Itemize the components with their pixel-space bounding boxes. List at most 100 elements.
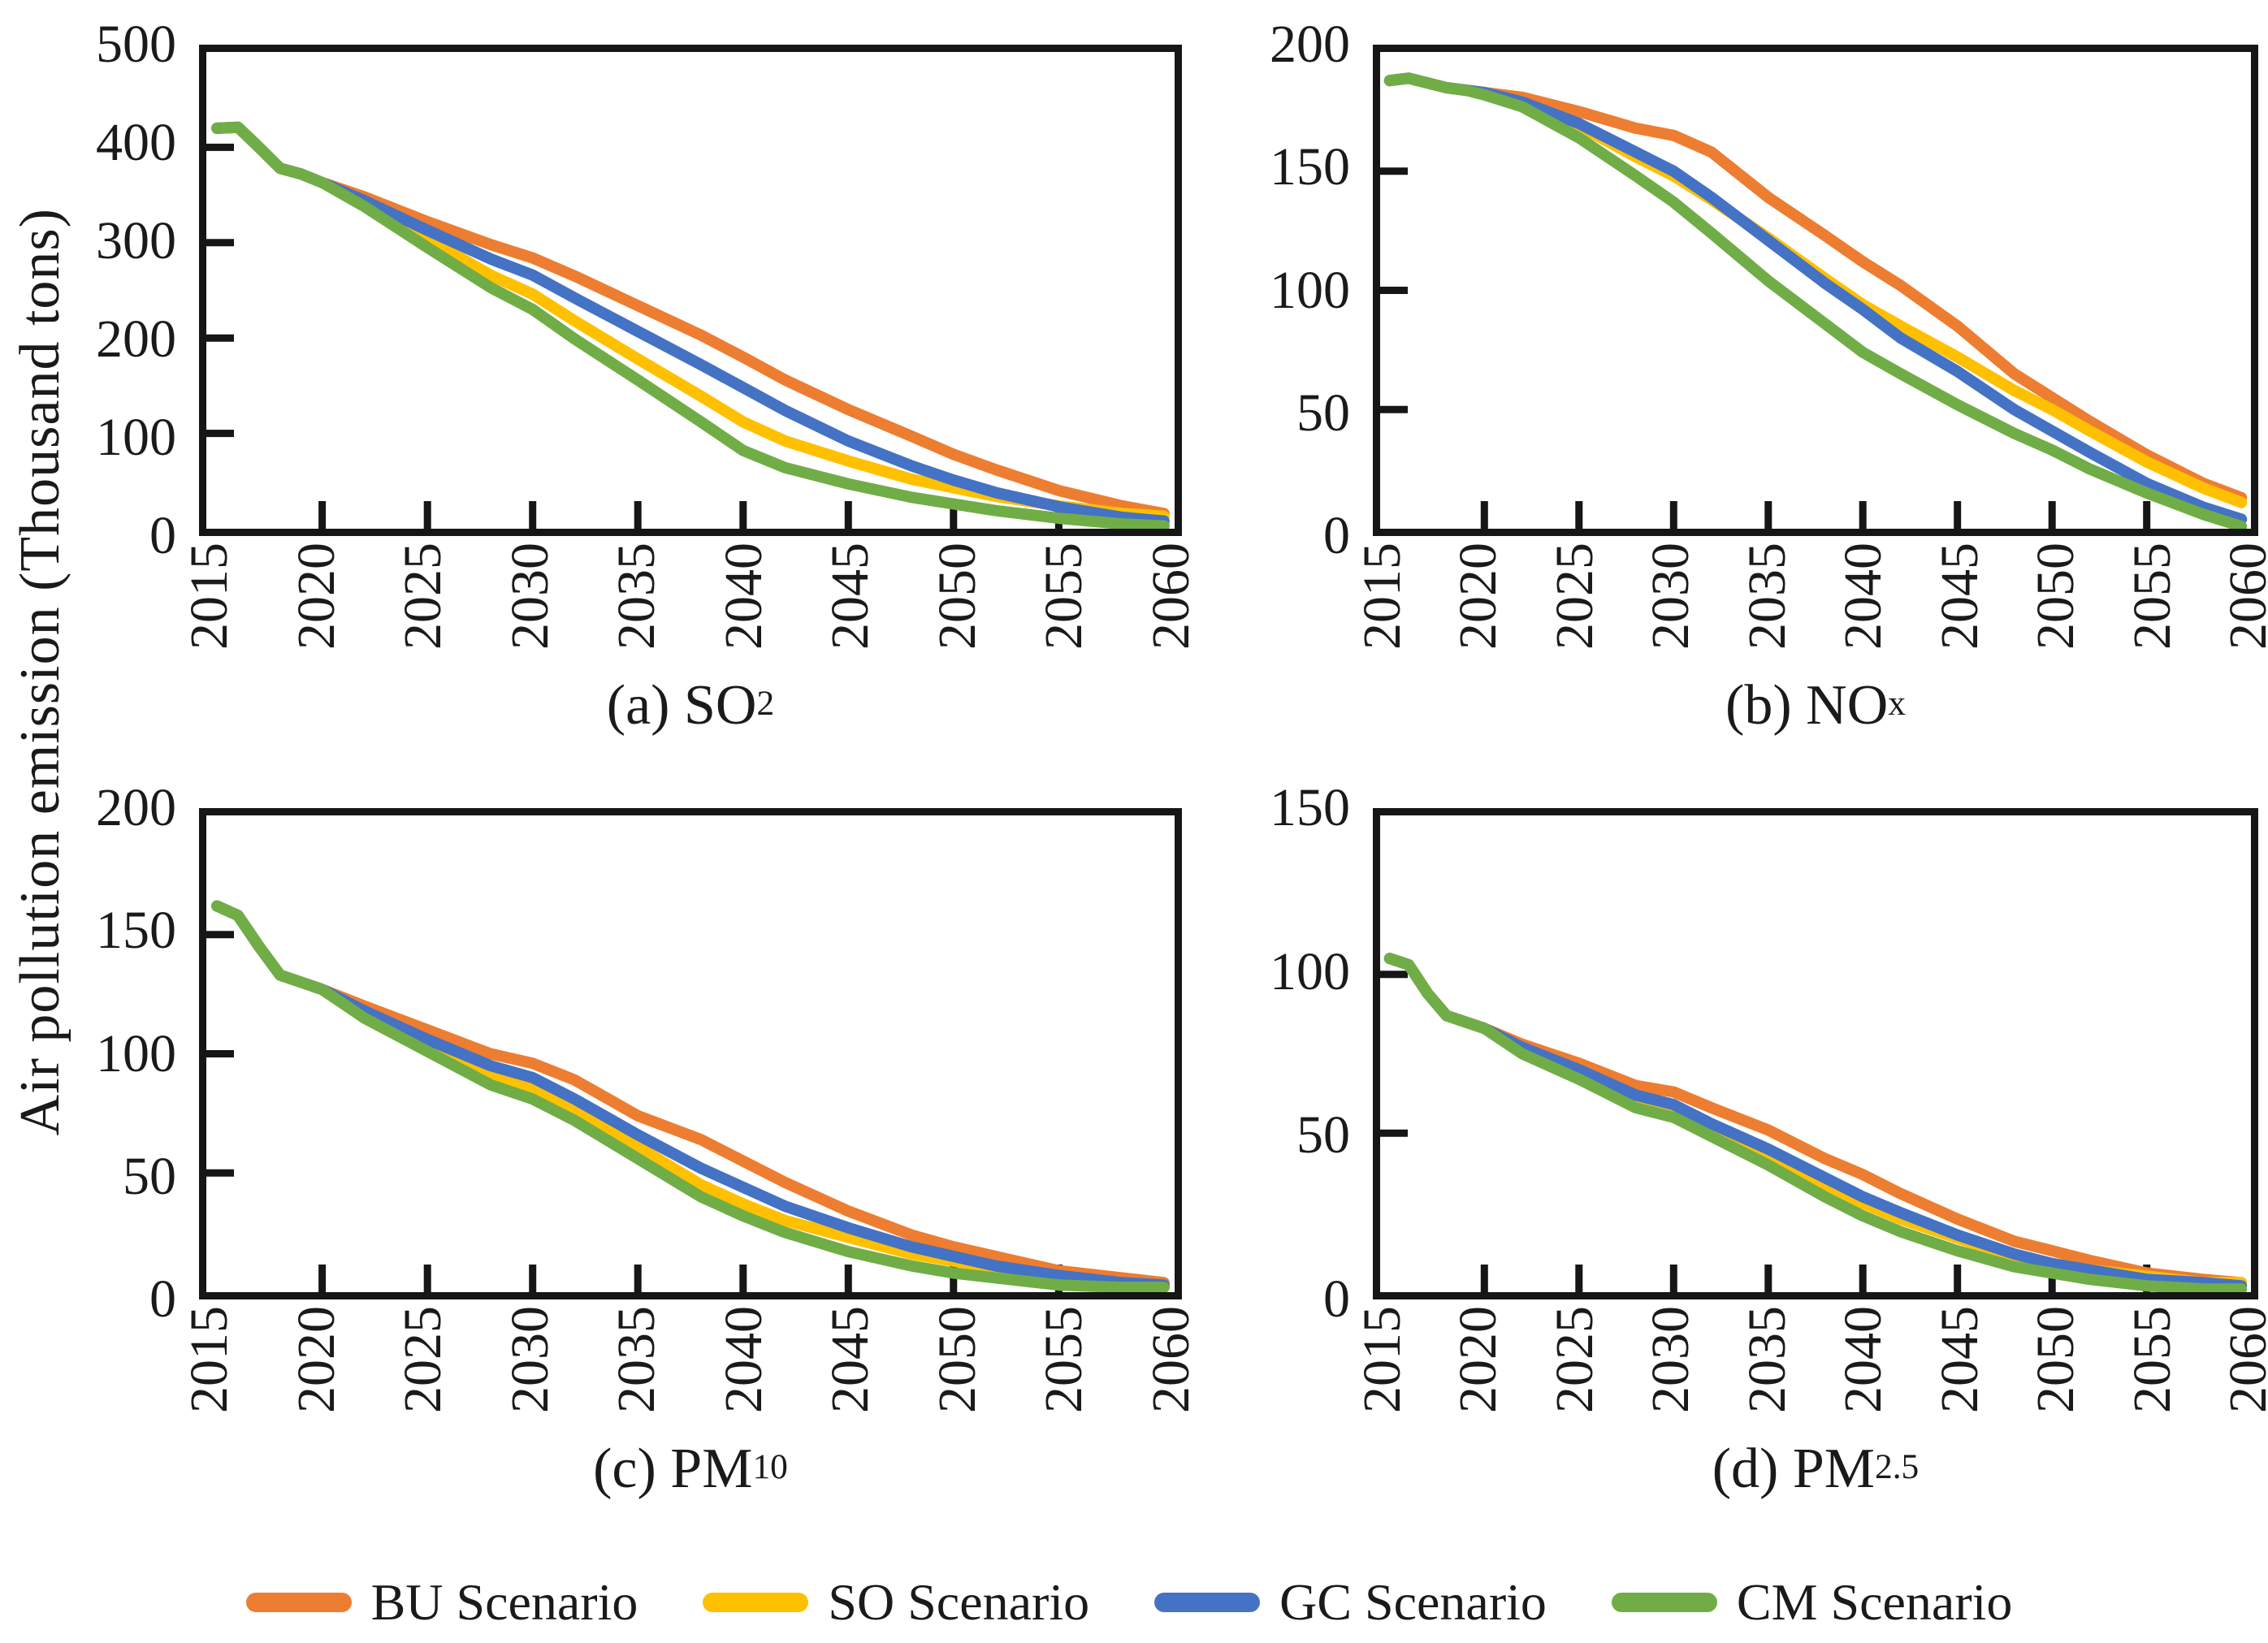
series-line-bu-b [1383,72,2248,504]
x-tick-label: 2055 [2122,1306,2182,1413]
y-tick-label: 150 [96,901,176,961]
y-tick-label: 400 [96,113,176,172]
x-axis-labels-pm25: 2015 2020 2025 2030 2035 2040 2045 2050 2055 2060 [1353,1299,2268,1438]
series-line-so-b [1383,72,2248,508]
caption-pm10-subscript: 10 [752,1446,788,1486]
legend-item-gc: GC Scenario [1154,1576,1547,1628]
x-tick-label: 2045 [820,543,881,650]
y-tick-label: 0 [1323,506,1350,565]
y-axis-title: Air pollution emission (Thousand tons) [0,45,81,1299]
series-line-cm-d [1383,953,2248,1292]
x-tick-label: 2015 [180,543,240,650]
chart-canvas-c [206,900,1170,1292]
y-tick-label: 200 [96,778,176,837]
x-tick-label: 2055 [1034,543,1094,650]
series-line-cm-a [211,121,1170,529]
x-tick-label: 2035 [607,1306,667,1413]
series-line-cm-c [211,900,1170,1292]
gc-line-swatch-icon [1154,1593,1261,1612]
legend-label-so: SO Scenario [828,1573,1090,1631]
plot-area-nox [1373,45,2258,536]
x-tick-label: 2045 [1929,543,1989,650]
x-tick-label: 2015 [180,1306,240,1413]
plot-area-so2 [199,45,1182,536]
series-line-bu-a [211,121,1170,520]
y-tick-label: 200 [1270,15,1350,74]
axis-tick-marks [1380,167,2151,529]
x-tick-label: 2025 [1544,543,1604,650]
series-line-gc-d [1383,953,2248,1292]
x-tick-label: 2040 [713,543,773,650]
series-line-so-a [211,121,1170,522]
chart-canvas-d [1380,953,2248,1292]
y-tick-label: 300 [96,211,176,270]
series-line-bu-c [211,900,1170,1289]
x-tick-label: 2020 [1448,543,1508,650]
series-line-gc-b [1383,72,2248,525]
x-tick-label: 2025 [393,1306,453,1413]
y-tick-label: 50 [1296,1105,1350,1165]
y-tick-label: 0 [1323,1269,1350,1329]
y-tick-label: 150 [1270,778,1350,837]
x-tick-label: 2040 [1833,1306,1894,1413]
x-tick-label: 2035 [1737,1306,1797,1413]
x-tick-label: 2060 [1140,543,1201,650]
legend-item-bu: BU Scenario [245,1573,638,1631]
caption-pm10: (c) PM 10 [199,1438,1182,1502]
legend-label-bu: BU Scenario [370,1573,638,1631]
x-tick-label: 2020 [1448,1306,1508,1413]
so-line-swatch-icon [703,1593,809,1612]
y-tick-label: 50 [123,1146,176,1206]
x-tick-label: 2045 [820,1306,881,1413]
caption-pm10-text: (c) PM [593,1438,753,1500]
x-tick-label: 2045 [1929,1306,1989,1413]
legend: BU Scenario SO Scenario GC Scenario CM S… [0,1562,2258,1643]
y-axis-title-text: Air pollution emission (Thousand tons) [9,208,71,1136]
caption-pm25-text: (d) PM [1712,1438,1876,1500]
x-tick-label: 2050 [927,543,987,650]
x-tick-label: 2060 [2218,1306,2268,1413]
x-tick-label: 2015 [1352,1306,1412,1413]
y-tick-label: 100 [96,408,176,467]
legend-item-cm: CM Scenario [1611,1573,2013,1631]
x-tick-label: 2050 [2026,1306,2086,1413]
x-tick-label: 2020 [286,1306,346,1413]
x-tick-label: 2030 [1641,1306,1701,1413]
axis-tick-marks [206,143,1063,529]
caption-pm25-subscript: 2.5 [1875,1446,1920,1486]
caption-so2: (a) SO 2 [199,674,1182,739]
x-tick-label: 2025 [1544,1306,1604,1413]
x-tick-label: 2035 [607,543,667,650]
x-tick-label: 2030 [500,1306,560,1413]
y-tick-label: 100 [1270,941,1350,1001]
legend-label-gc: GC Scenario [1279,1573,1547,1631]
x-tick-label: 2060 [1140,1306,1201,1413]
y-axis-ticks-so2: 0 100 200 300 400 500 [81,18,199,563]
caption-nox-text: (b) NO [1725,674,1889,737]
x-tick-label: 2025 [393,543,453,650]
series-line-so-d [1383,953,2248,1289]
x-tick-label: 2055 [2122,543,2182,650]
series-line-gc-c [211,900,1170,1291]
chart-canvas-a [206,121,1170,529]
x-axis-labels-pm10: 2015 2020 2025 2030 2035 2040 2045 2050 2055 2060 [180,1299,1200,1438]
series-line-bu-d [1383,953,2248,1289]
y-tick-label: 150 [1270,137,1350,197]
legend-label-cm: CM Scenario [1736,1573,2013,1631]
series-line-cm-b [1383,72,2248,529]
plot-area-pm25 [1373,808,2258,1299]
x-tick-label: 2020 [286,543,346,650]
y-axis-ticks-pm25: 0 50 100 150 [1255,781,1373,1326]
x-tick-label: 2030 [500,543,560,650]
y-tick-label: 50 [1296,383,1350,443]
plot-area-pm10 [199,808,1182,1299]
x-tick-label: 2055 [1034,1306,1094,1413]
y-tick-label: 100 [1270,260,1350,320]
y-tick-label: 200 [96,309,176,369]
y-tick-label: 0 [149,506,176,565]
y-tick-label: 0 [149,1269,176,1329]
x-tick-label: 2040 [1833,543,1894,650]
x-axis-labels-so2: 2015 2020 2025 2030 2035 2040 2045 2050 2055 2060 [180,536,1200,674]
chart-canvas-b [1380,72,2248,529]
